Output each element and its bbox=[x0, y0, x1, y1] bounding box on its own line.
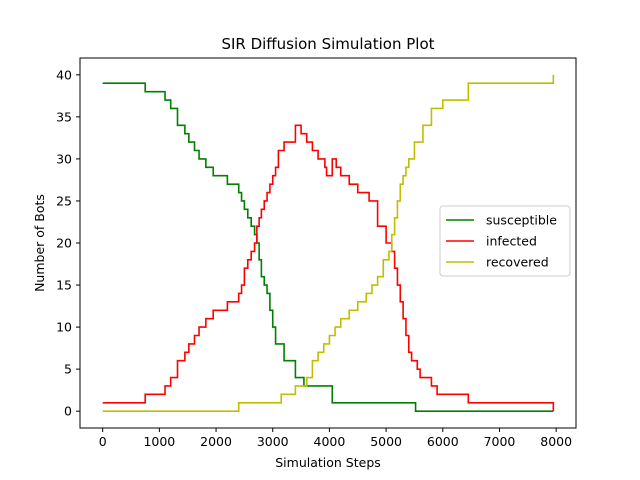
y-axis: 0 5 10 15 20 25 30 35 40 bbox=[56, 67, 80, 419]
x-tick-label: 6000 bbox=[427, 434, 459, 449]
y-tick-label: 10 bbox=[56, 320, 72, 335]
series-line-infected bbox=[102, 124, 555, 412]
x-tick-label: 3000 bbox=[257, 434, 289, 449]
x-tick-label: 5000 bbox=[370, 434, 402, 449]
legend-label-recovered: recovered bbox=[486, 255, 549, 270]
x-tick-label: 8000 bbox=[540, 434, 572, 449]
y-tick-label: 30 bbox=[56, 151, 72, 166]
series-line-recovered bbox=[102, 74, 555, 412]
x-tick-label: 2000 bbox=[200, 434, 232, 449]
legend-label-infected: infected bbox=[486, 234, 537, 249]
y-axis-label: Number of Bots bbox=[32, 194, 47, 292]
series-line-susceptible bbox=[102, 82, 554, 412]
x-tick-label: 1000 bbox=[143, 434, 175, 449]
chart-title: SIR Diffusion Simulation Plot bbox=[221, 35, 434, 53]
x-axis-label: Simulation Steps bbox=[275, 455, 381, 470]
series-layer bbox=[102, 74, 555, 412]
x-tick-label: 4000 bbox=[314, 434, 346, 449]
x-axis: 0 1000 2000 3000 4000 5000 6000 7000 8000 bbox=[99, 428, 572, 449]
y-tick-label: 25 bbox=[56, 193, 72, 208]
y-tick-label: 15 bbox=[56, 278, 72, 293]
y-tick-label: 40 bbox=[56, 67, 72, 82]
legend: susceptible infected recovered bbox=[439, 205, 571, 277]
y-tick-label: 0 bbox=[64, 404, 72, 419]
y-tick-label: 20 bbox=[56, 236, 72, 251]
x-tick-label: 7000 bbox=[484, 434, 516, 449]
x-tick-label: 0 bbox=[99, 434, 107, 449]
y-tick-label: 5 bbox=[64, 362, 72, 377]
legend-label-susceptible: susceptible bbox=[486, 213, 557, 228]
legend-box bbox=[439, 205, 571, 277]
y-tick-label: 35 bbox=[56, 109, 72, 124]
